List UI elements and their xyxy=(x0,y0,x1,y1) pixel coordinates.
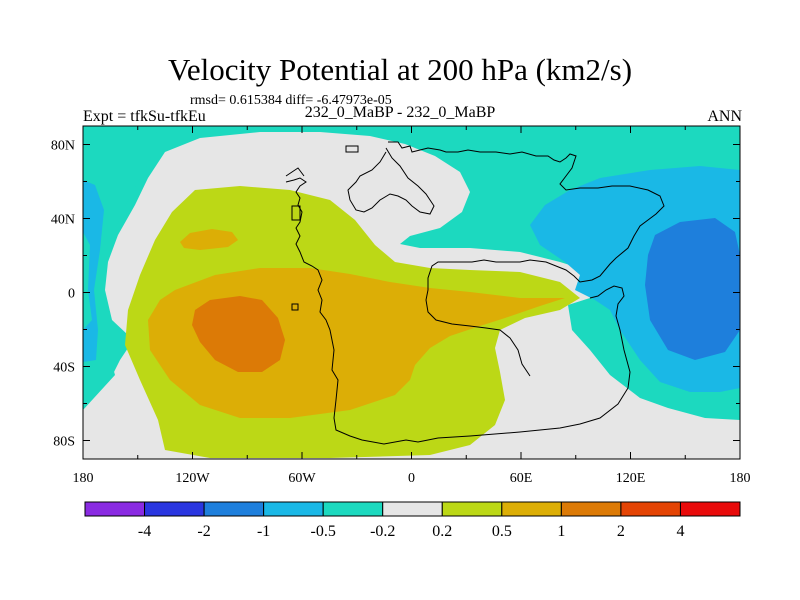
colorbar-swatch xyxy=(144,501,205,517)
plot-title: Velocity Potential at 200 hPa (km2/s) xyxy=(167,52,633,87)
lat-tick-label: 40N xyxy=(51,213,75,228)
colorbar-label: -0.5 xyxy=(311,523,336,540)
colorbar-swatch xyxy=(679,501,741,517)
colorbar-label: -2 xyxy=(197,523,210,540)
colorbar-label: 0.5 xyxy=(492,523,512,540)
colorbar-swatch xyxy=(560,501,622,517)
colorbar-label: -4 xyxy=(138,523,151,540)
lon-tick-label: 60E xyxy=(510,471,533,486)
colorbar: -4 -2 -1 -0.5 -0.2 0.2 0.5 1 2 4 xyxy=(84,501,741,540)
experiment-label: Expt = tfkSu-tfkEu xyxy=(83,108,206,125)
colorbar-swatch xyxy=(84,501,146,517)
america-outline xyxy=(285,177,439,445)
case-label: 232_0_MaBP - 232_0_MaBP xyxy=(304,104,496,121)
island-outline-1 xyxy=(345,145,359,153)
colorbar-swatch xyxy=(382,501,443,517)
colorbar-swatch xyxy=(263,501,324,517)
colorbar-label: 4 xyxy=(676,523,684,540)
axis-ticks: 180 120W 60W 0 60E 120E 180 80N 40N 0 40S 80S xyxy=(51,126,751,486)
colorbar-swatch xyxy=(620,501,681,517)
lon-tick-label: 120E xyxy=(616,471,646,486)
colorbar-label: -0.2 xyxy=(370,523,395,540)
lon-tick-label: 180 xyxy=(73,471,94,486)
western-cyan-region xyxy=(83,126,158,410)
lon-tick-label: 0 xyxy=(408,471,415,486)
island-outline-3 xyxy=(291,303,299,311)
colorbar-swatch xyxy=(501,501,562,517)
colorbar-label: -1 xyxy=(257,523,270,540)
colorbar-swatch xyxy=(441,501,503,517)
colorbar-swatch xyxy=(322,501,384,517)
colorbar-swatch xyxy=(203,501,265,517)
southern-coast-outline xyxy=(437,285,631,439)
lat-tick-label: 80S xyxy=(53,435,75,450)
contour-fill-layer xyxy=(83,126,740,459)
eastern-deep-blue-region xyxy=(645,218,740,360)
eurasia-outline xyxy=(388,141,665,377)
colorbar-label: 2 xyxy=(617,523,625,540)
colorbar-label: 0.2 xyxy=(432,523,452,540)
lat-tick-label: 0 xyxy=(68,287,75,302)
lon-tick-label: 120W xyxy=(175,471,210,486)
lat-tick-label: 80N xyxy=(51,139,75,154)
rmsd-diff-text: rmsd= 0.615384 diff= -6.47973e-05 xyxy=(190,93,392,108)
lat-tick-label: 40S xyxy=(53,361,75,376)
season-label: ANN xyxy=(707,108,742,125)
continent-outlines xyxy=(285,141,665,445)
pacific-coast-outline xyxy=(285,167,305,177)
western-blue-sliver xyxy=(83,232,92,330)
island-outline-2 xyxy=(291,205,301,221)
lon-tick-label: 180 xyxy=(730,471,751,486)
core-dark-orange-region xyxy=(192,296,285,372)
arctic-coast-outline xyxy=(347,147,435,215)
lon-tick-label: 60W xyxy=(288,471,316,486)
colorbar-label: 1 xyxy=(557,523,565,540)
northern-orange-blob xyxy=(180,229,238,250)
